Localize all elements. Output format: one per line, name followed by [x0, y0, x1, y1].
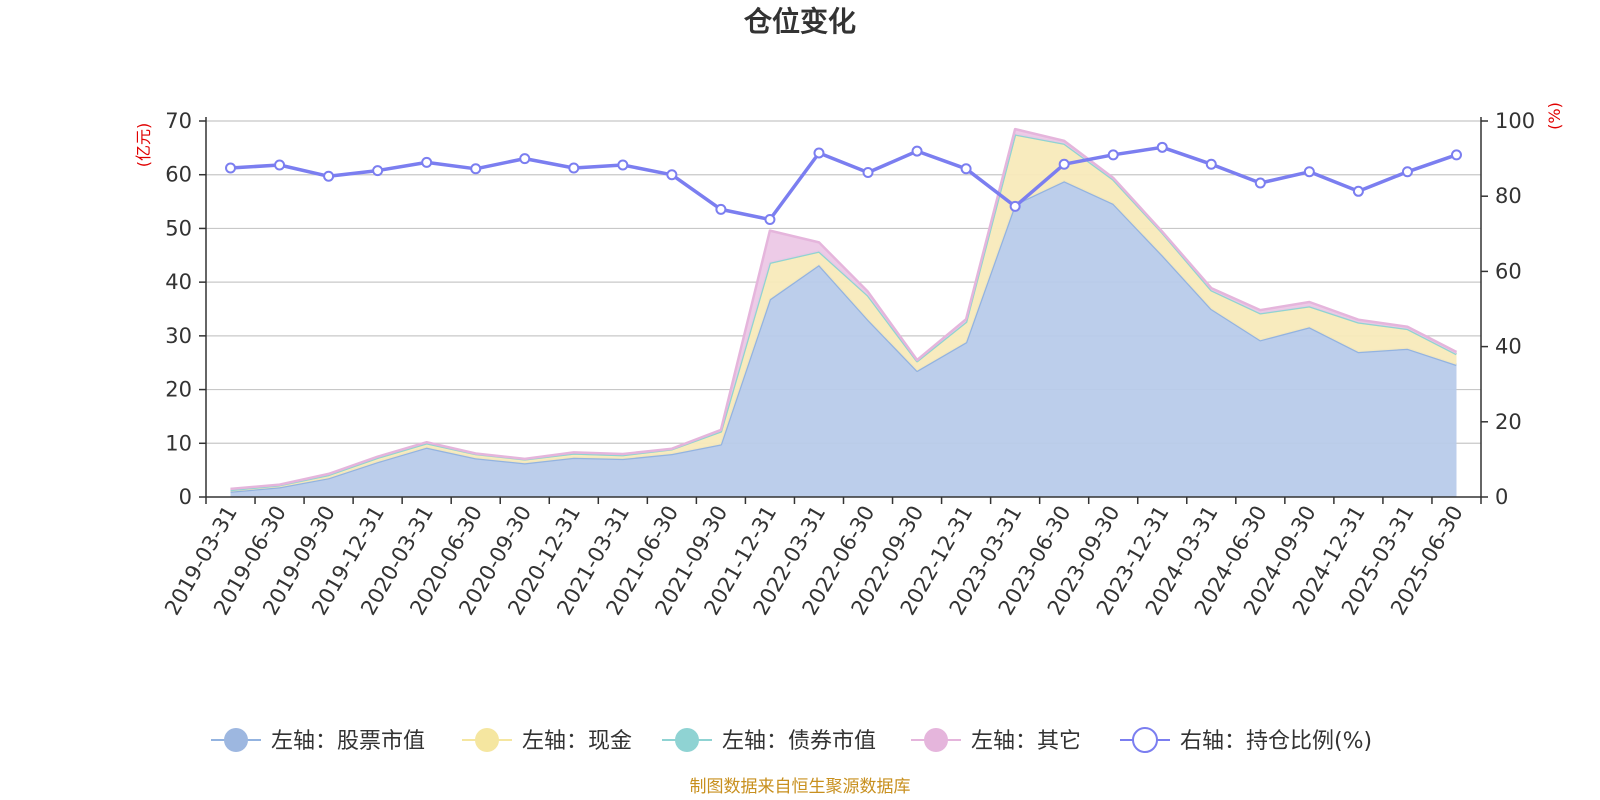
- ratio-line: [230, 145, 1458, 222]
- area-top-line-左轴：其它: [230, 127, 1458, 491]
- legend-marker: [224, 728, 248, 752]
- ratio-point: [470, 163, 482, 175]
- ratio-point: [666, 169, 678, 181]
- legend-label: 左轴：其它: [971, 729, 1081, 754]
- area-左轴：股票市值: [230, 181, 1457, 497]
- ratio-line-series: [225, 141, 1462, 226]
- stacked-areas: [230, 127, 1458, 497]
- legend-marker: [475, 728, 499, 752]
- left-axis-tick-label: 60: [165, 163, 192, 187]
- area-左轴：现金: [230, 134, 1457, 492]
- legend: 左轴：股票市值 左轴：现金 左轴：债券市值 左轴：其它 右轴：持仓比例(%): [211, 727, 1372, 754]
- ratio-point: [617, 159, 629, 171]
- legend-marker: [924, 728, 948, 752]
- left-axis-unit: (亿元): [134, 123, 153, 168]
- ratio-point: [323, 170, 335, 182]
- left-axis-tick-label: 30: [165, 324, 192, 348]
- left-axis-tick-label: 50: [165, 216, 192, 240]
- ratio-point: [225, 162, 237, 174]
- legend-label: 左轴：股票市值: [271, 729, 425, 754]
- right-axis-tick-label: 0: [1495, 485, 1508, 509]
- ratio-point: [372, 165, 384, 177]
- ratio-point: [1009, 200, 1021, 212]
- ratio-point: [813, 147, 825, 159]
- ratio-point: [1058, 158, 1070, 170]
- ratio-point: [715, 203, 727, 215]
- ratio-point: [1401, 166, 1413, 178]
- legend-marker: [675, 728, 699, 752]
- left-axis-tick-label: 10: [165, 431, 192, 455]
- right-axis-tick-label: 80: [1495, 184, 1522, 208]
- ratio-point: [1450, 149, 1462, 161]
- ratio-point: [1254, 177, 1266, 189]
- ratio-point: [1303, 166, 1315, 178]
- ratio-point: [1156, 141, 1168, 153]
- legend-label: 左轴：债券市值: [722, 729, 876, 754]
- ratio-point: [911, 145, 923, 157]
- left-axis-tick-label: 20: [165, 378, 192, 402]
- left-axis-tick-label: 40: [165, 270, 192, 294]
- legend-label: 左轴：现金: [522, 729, 632, 754]
- ratio-point: [519, 153, 531, 165]
- right-axis-tick-label: 60: [1495, 259, 1522, 283]
- right-axis-tick-label: 40: [1495, 335, 1522, 359]
- ratio-point: [1107, 149, 1119, 161]
- source-note: 制图数据来自恒生聚源数据库: [690, 777, 911, 797]
- legend-label: 右轴：持仓比例(%): [1180, 729, 1372, 754]
- right-axis-tick-label: 20: [1495, 410, 1522, 434]
- ratio-point: [1205, 158, 1217, 170]
- legend-marker: [1132, 727, 1158, 753]
- ratio-point: [1352, 185, 1364, 197]
- left-axis-tick-label: 70: [165, 109, 192, 133]
- ratio-point: [568, 162, 580, 174]
- right-axis-tick-label: 100: [1495, 109, 1535, 133]
- ratio-point: [274, 159, 286, 171]
- ratio-point: [960, 163, 972, 175]
- ratio-point: [421, 156, 433, 168]
- right-axis-unit: (%): [1545, 102, 1564, 130]
- left-axis-tick-label: 0: [179, 485, 192, 509]
- chart-title: 仓位变化: [744, 5, 856, 38]
- ratio-point: [764, 214, 776, 226]
- ratio-point: [862, 167, 874, 179]
